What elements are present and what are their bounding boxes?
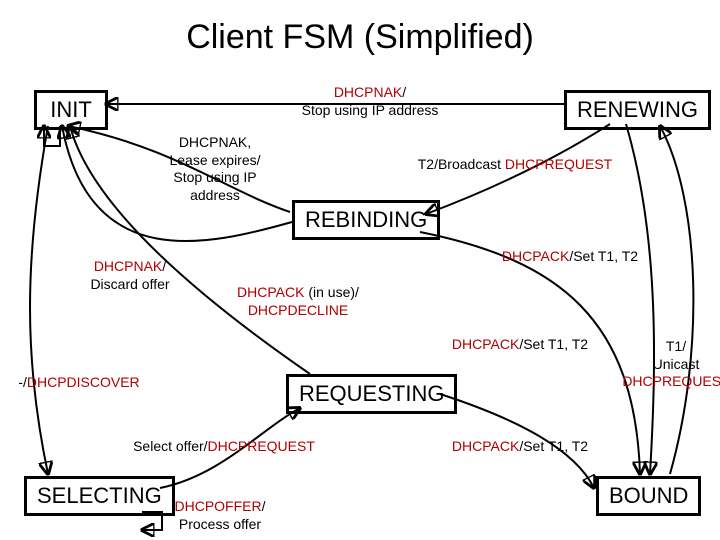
edge-label-l-requesting-bound-2: DHCPACK/Set T1, T2 [420, 438, 620, 456]
edge-e-renewing-bound [626, 124, 654, 474]
edge-label-l-selecting-requesting: Select offer/DHCPREQUEST [104, 438, 344, 456]
edge-label-l-init-discover: -/DHCPDISCOVER [0, 374, 164, 392]
edge-label-l-requesting-init-a: DHCPNAK/Discard offer [50, 258, 210, 293]
edge-label-l-selecting-self: DHCPOFFER/Process offer [140, 498, 300, 533]
edge-label-l-rebinding-init: DHCPNAK,Lease expires/Stop using IPaddre… [130, 134, 300, 204]
state-init: INIT [34, 90, 108, 130]
edge-label-l-requesting-bound: DHCPACK/Set T1, T2 [420, 336, 620, 354]
page-title: Client FSM (Simplified) [0, 18, 720, 57]
state-bound: BOUND [596, 476, 701, 516]
state-renewing: RENEWING [564, 90, 711, 130]
edge-e-bound-renewing [660, 126, 693, 474]
edge-label-l-renewing-rebinding: T2/Broadcast DHCPREQUEST [390, 156, 640, 174]
state-rebinding: REBINDING [292, 200, 440, 240]
edge-label-l-requesting-init-b: DHCPACK (in use)/DHCPDECLINE [198, 284, 398, 319]
edge-label-l-rebinding-bound: DHCPACK/Set T1, T2 [470, 248, 670, 266]
edge-e-init-selecting [30, 126, 48, 474]
edge-label-l-renewing-init: DHCPNAK/Stop using IP address [270, 84, 470, 119]
edge-label-l-bound-renewing: T1/UnicastDHCPREQUEST [616, 338, 720, 391]
state-requesting: REQUESTING [286, 374, 457, 414]
